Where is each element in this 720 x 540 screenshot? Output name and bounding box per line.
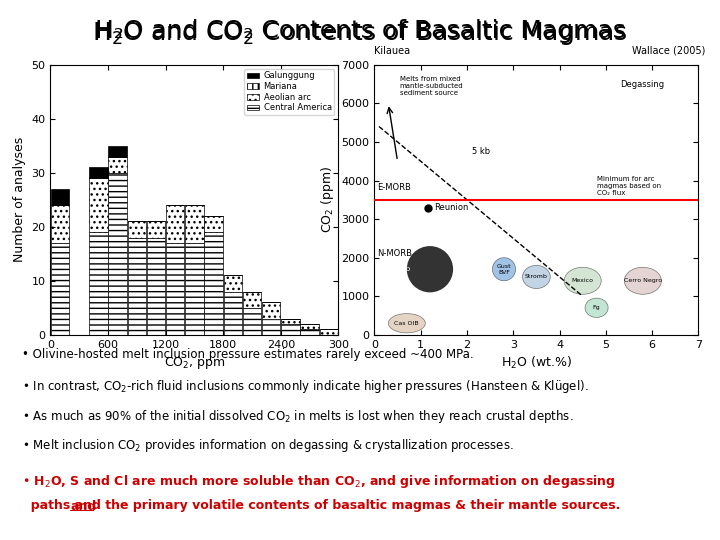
Text: E-MORB: E-MORB: [377, 183, 410, 192]
Text: Melts from mixed
mantle-subducted
sediment source: Melts from mixed mantle-subducted sedime…: [400, 76, 464, 96]
Bar: [147, 238, 165, 335]
Text: Cerro Negro: Cerro Negro: [624, 278, 662, 284]
Text: Reunion: Reunion: [435, 203, 469, 212]
Bar: [166, 243, 184, 335]
Bar: [147, 221, 165, 238]
Text: Kilauea: Kilauea: [374, 46, 410, 56]
X-axis label: H$_2$O (wt.%): H$_2$O (wt.%): [501, 355, 572, 372]
Text: 2 kb: 2 kb: [395, 266, 410, 272]
Text: Minimum for arc
magmas based on
CO₂ flux: Minimum for arc magmas based on CO₂ flux: [597, 176, 661, 196]
Text: • In contrast, CO$_2$-rich fluid inclusions commonly indicate higher pressures (: • In contrast, CO$_2$-rich fluid inclusi…: [22, 378, 588, 395]
Text: Wallace (2005): Wallace (2005): [632, 46, 706, 56]
Bar: [300, 329, 319, 335]
Text: 5 kb: 5 kb: [472, 146, 490, 156]
Text: • Olivine-hosted melt inclusion pressure estimates rarely exceed ~400 MPa.: • Olivine-hosted melt inclusion pressure…: [22, 348, 473, 361]
Text: paths and the primary volatile contents of basaltic magmas & their mantle source: paths and the primary volatile contents …: [22, 500, 620, 512]
Text: Mexico: Mexico: [572, 278, 594, 284]
Bar: [51, 189, 69, 205]
Ellipse shape: [585, 298, 608, 318]
Bar: [185, 205, 204, 243]
Ellipse shape: [624, 267, 662, 294]
Text: H$_2$O and CO$_2$ Contents of Basaltic Magmas: H$_2$O and CO$_2$ Contents of Basaltic M…: [92, 19, 628, 47]
Bar: [109, 146, 127, 157]
Text: and: and: [71, 500, 96, 512]
Bar: [185, 243, 204, 335]
Bar: [127, 238, 146, 335]
Bar: [300, 324, 319, 329]
Text: Gust
BVF: Gust BVF: [497, 264, 511, 275]
Bar: [109, 157, 127, 173]
Ellipse shape: [407, 246, 453, 292]
Legend: Galunggung, Mariana, Aeolian arc, Central America: Galunggung, Mariana, Aeolian arc, Centra…: [245, 69, 334, 115]
Bar: [224, 292, 242, 335]
Text: H₂O and CO₂ Contents of Basaltic Magmas: H₂O and CO₂ Contents of Basaltic Magmas: [94, 19, 626, 43]
Y-axis label: Number of analyses: Number of analyses: [13, 137, 26, 262]
Bar: [204, 216, 222, 232]
Ellipse shape: [388, 314, 426, 333]
Bar: [166, 205, 184, 243]
Bar: [282, 324, 300, 335]
Bar: [109, 173, 127, 335]
X-axis label: CO$_2$, ppm: CO$_2$, ppm: [163, 355, 225, 371]
Ellipse shape: [492, 258, 516, 281]
Ellipse shape: [523, 265, 550, 288]
Y-axis label: CO$_2$ (ppm): CO$_2$ (ppm): [319, 166, 336, 233]
Bar: [224, 275, 242, 292]
Text: • Melt inclusion CO$_2$ provides information on degassing & crystallization proc: • Melt inclusion CO$_2$ provides informa…: [22, 437, 513, 454]
Text: N-MORB: N-MORB: [377, 248, 412, 258]
Text: Degassing: Degassing: [620, 80, 664, 89]
Text: Cas OIB: Cas OIB: [395, 321, 419, 326]
Ellipse shape: [564, 267, 601, 294]
Bar: [262, 302, 280, 319]
Text: • H$_2$O, S and Cl are much more soluble than CO$_2$, and give information on de: • H$_2$O, S and Cl are much more soluble…: [22, 472, 615, 489]
Bar: [320, 329, 338, 335]
Bar: [262, 319, 280, 335]
Bar: [127, 221, 146, 238]
Text: Stromb: Stromb: [525, 274, 548, 279]
Text: Fg: Fg: [593, 305, 600, 310]
Bar: [204, 232, 222, 335]
Bar: [243, 292, 261, 308]
Bar: [282, 319, 300, 324]
Bar: [89, 232, 107, 335]
Bar: [51, 243, 69, 335]
Bar: [89, 178, 107, 232]
Bar: [243, 308, 261, 335]
Bar: [89, 167, 107, 178]
Bar: [51, 205, 69, 243]
Text: • As much as 90% of the initial dissolved CO$_2$ in melts is lost when they reac: • As much as 90% of the initial dissolve…: [22, 408, 573, 424]
